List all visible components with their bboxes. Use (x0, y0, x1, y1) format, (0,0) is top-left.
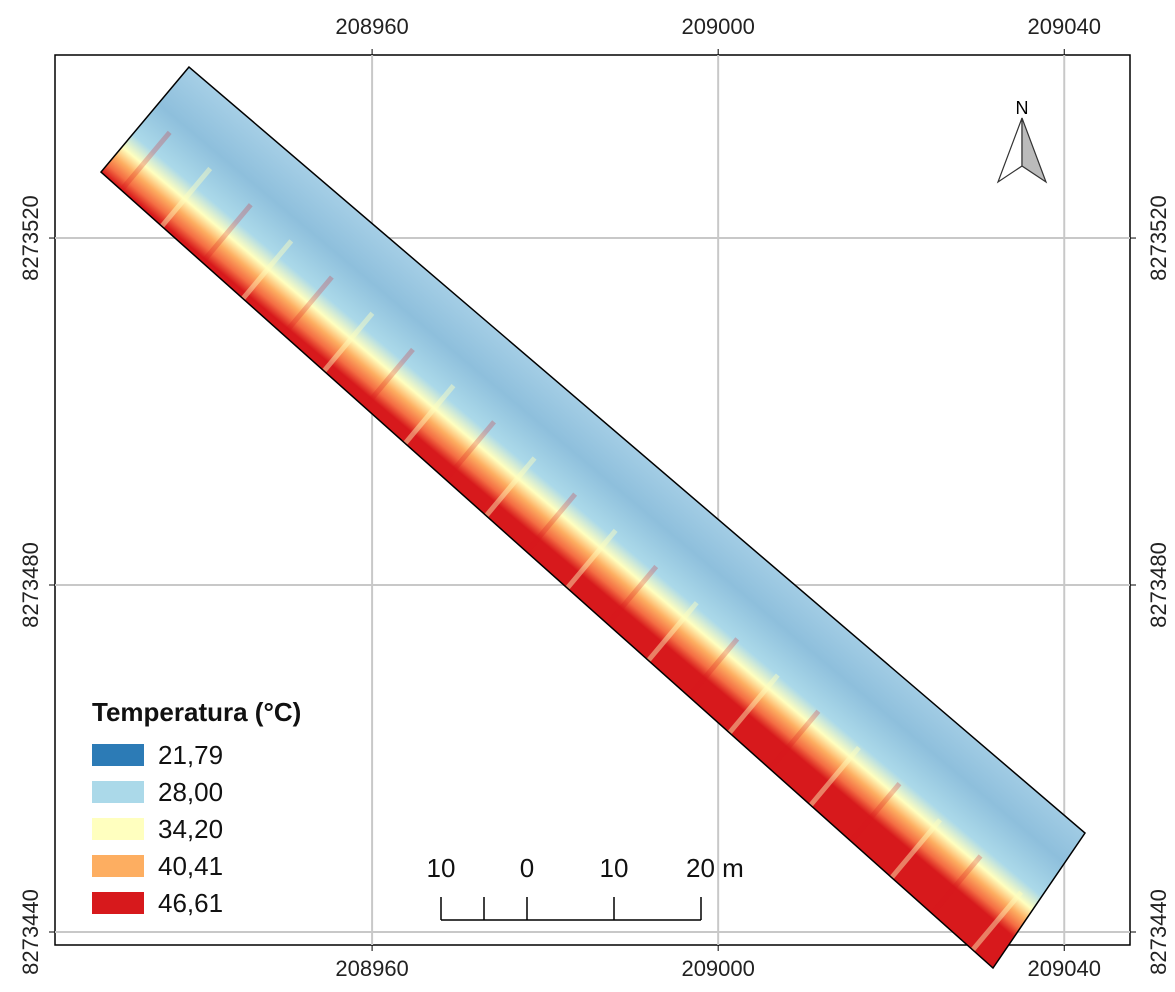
north-arrow-left (996, 117, 1023, 184)
y-tick-label: 8273480 (1146, 542, 1171, 628)
crop-row (970, 890, 1024, 952)
north-arrow-right (1021, 117, 1048, 184)
legend: Temperatura (°C) 21,79 28,00 34,20 40,41 46,… (92, 697, 301, 918)
legend-swatch (92, 781, 144, 803)
crop-row (768, 709, 821, 771)
map-frame (54, 54, 1131, 946)
crop-row (646, 601, 699, 663)
x-tick-label: 208960 (335, 956, 408, 981)
legend-label: 40,41 (158, 851, 223, 881)
crop-row (524, 492, 578, 554)
legend-label: 21,79 (158, 740, 223, 770)
crop-row (686, 637, 740, 699)
crop-row (565, 528, 618, 590)
crop-row (889, 818, 942, 880)
crop-row (808, 745, 861, 807)
scale-label: 10 (600, 853, 629, 883)
crop-rows (119, 130, 1024, 952)
legend-label: 28,00 (158, 777, 223, 807)
x-tick-label: 209040 (1028, 956, 1101, 981)
strip-outline (99, 65, 1086, 970)
legend-swatch (92, 744, 144, 766)
crop-row (930, 854, 983, 916)
north-label: N (1016, 98, 1029, 118)
crop-row (362, 347, 415, 409)
thermal-strip (99, 65, 1086, 970)
crop-row (727, 673, 780, 735)
y-tick-label: 8273520 (18, 195, 43, 281)
crop-row (240, 239, 294, 301)
legend-label: 46,61 (158, 888, 223, 918)
scale-bar: 10 0 10 20 m (427, 853, 744, 921)
crop-row (281, 275, 334, 337)
scale-label: 0 (520, 853, 534, 883)
north-arrow: N (996, 98, 1048, 184)
x-tick-label: 209000 (681, 956, 754, 981)
scale-label: 20 m (686, 853, 744, 883)
crop-row (200, 203, 253, 265)
y-tick-label: 8273480 (18, 542, 43, 628)
x-tick-label: 208960 (335, 14, 408, 39)
crop-row (484, 456, 537, 518)
crop-row (159, 166, 213, 228)
crop-row (605, 564, 659, 626)
x-tick-label: 209000 (681, 14, 754, 39)
crop-row (119, 130, 172, 192)
crop-row (403, 384, 456, 445)
y-tick-label: 8273440 (18, 889, 43, 975)
x-tick-label: 209040 (1028, 14, 1101, 39)
crop-row (849, 782, 902, 843)
y-tick-label: 8273520 (1146, 195, 1171, 281)
legend-title: Temperatura (°C) (92, 697, 301, 727)
legend-label: 34,20 (158, 814, 223, 844)
legend-swatch (92, 818, 144, 840)
thermal-image (101, 67, 1085, 968)
crop-row (322, 311, 375, 373)
legend-swatch (92, 892, 144, 914)
y-tick-label: 8273440 (1146, 889, 1171, 975)
scale-label: 10 (427, 853, 456, 883)
crop-row (443, 420, 496, 482)
legend-swatch (92, 855, 144, 877)
